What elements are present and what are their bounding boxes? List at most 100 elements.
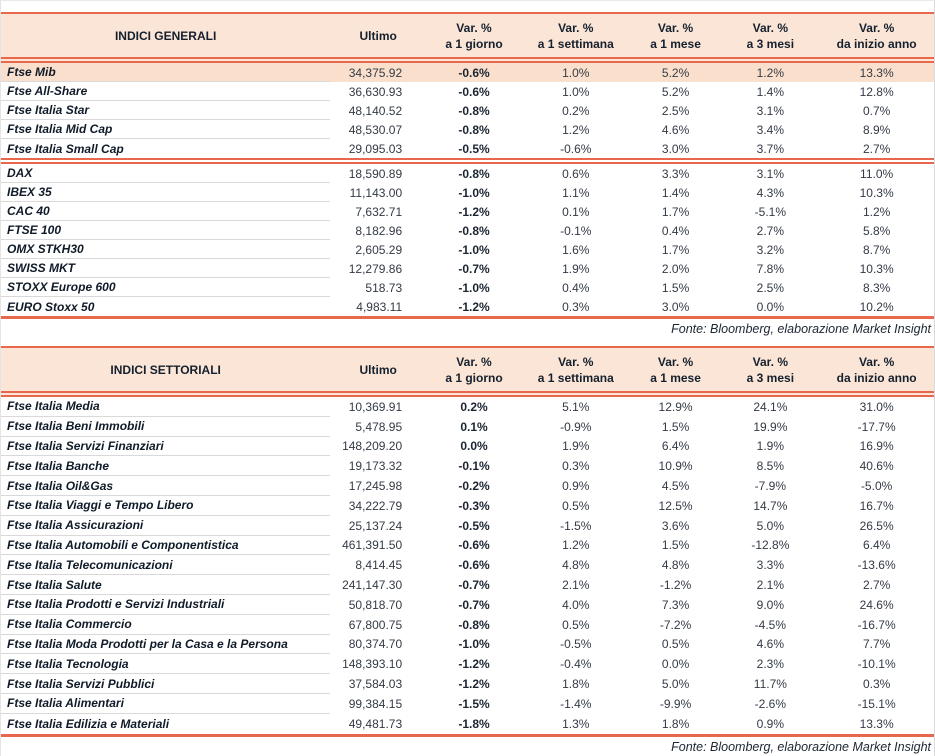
- var-3-mesi-cell: 19.9%: [753, 419, 788, 434]
- index-name-cell: IBEX 35: [1, 183, 331, 202]
- var-1-giorno-cell: -0.5%: [458, 518, 490, 533]
- var-1-settimana-cell: 0.4%: [562, 280, 590, 295]
- var-1-settimana-cell: 1.1%: [562, 185, 590, 200]
- var-1-mese-cell: 12.9%: [658, 399, 693, 414]
- var-1-mese-cell: -9.9%: [659, 696, 692, 711]
- ultimo-value-cell: 67,800.75: [348, 617, 403, 632]
- table-row: DAX 18,590.89 -0.8% 0.6% 3.3% 3.1% 11.0%: [1, 164, 934, 183]
- table-row: IBEX 35 11,143.00 -1.0% 1.1% 1.4% 4.3% 10.3%: [1, 183, 934, 202]
- var-1-giorno-cell: -0.6%: [458, 84, 490, 99]
- var-1-mese-cell: 3.3%: [661, 166, 690, 181]
- var-sublabel: a 1 mese: [650, 370, 701, 385]
- var-1-mese-cell: 2.5%: [661, 103, 690, 118]
- var-1-mese-cell: 5.0%: [661, 677, 690, 692]
- var-1-mese-cell: 10.9%: [658, 459, 693, 474]
- ultimo-value-cell: 11,143.00: [349, 185, 403, 200]
- var-inizio-anno-cell: 8.9%: [862, 122, 891, 137]
- var-1-giorno-cell: -0.6%: [458, 558, 490, 573]
- var-inizio-anno-cell: 1.2%: [862, 204, 891, 219]
- table-row: Ftse Italia Mid Cap 48,530.07 -0.8% 1.2% 4.6…: [1, 120, 934, 139]
- ultimo-value-cell: 8,414.45: [355, 558, 403, 573]
- var-1-settimana-cell: 1.9%: [562, 261, 590, 276]
- ultimo-value-cell: 29,095.03: [348, 141, 403, 156]
- var-1-mese-cell: 3.0%: [661, 299, 690, 314]
- var-1-settimana-cell: 1.0%: [562, 84, 590, 99]
- table-row: Ftse Italia Beni Immobili 5,478.95 0.1% -0.…: [1, 416, 934, 437]
- var-inizio-anno-cell: 13.3%: [859, 65, 894, 80]
- var-inizio-anno-cell: 40.6%: [859, 459, 894, 474]
- var-1-giorno-cell: -1.0%: [458, 637, 490, 652]
- var-inizio-anno-cell: 10.3%: [859, 185, 894, 200]
- index-name-cell: Ftse Italia Beni Immobili: [1, 417, 331, 437]
- var-inizio-anno-cell: 0.7%: [862, 103, 891, 118]
- table-title: INDICI SETTORIALI: [110, 362, 221, 377]
- ultimo-value-cell: 8,182.96: [355, 223, 403, 238]
- var-1-mese-cell: 4.8%: [661, 558, 690, 573]
- table-row: OMX STKH30 2,605.29 -1.0% 1.6% 1.7% 3.2% 8.7%: [1, 240, 934, 259]
- var-1-mese-cell: 0.4%: [661, 223, 690, 238]
- var-1-mese-cell: 1.8%: [661, 716, 690, 731]
- var-label: Var. %: [456, 354, 492, 369]
- ultimo-value-cell: 4,983.11: [356, 299, 403, 314]
- ultimo-value-cell: 10,369.91: [348, 399, 403, 414]
- var-3-mesi-cell: 11.7%: [753, 677, 787, 692]
- var-inizio-anno-cell: -15.1%: [857, 696, 896, 711]
- var-1-giorno-cell: 0.2%: [460, 399, 488, 414]
- table-row: Ftse Italia Small Cap 29,095.03 -0.5% -0.6%…: [1, 139, 934, 158]
- ultimo-value-cell: 148,209.20: [342, 439, 403, 454]
- var-inizio-anno-cell: -10.1%: [857, 657, 896, 672]
- index-name-cell: Ftse Italia Telecomunicazioni: [1, 555, 331, 576]
- source-note: Fonte: Bloomberg, elaborazione Market In…: [671, 739, 931, 754]
- index-name-cell: DAX: [1, 164, 331, 183]
- var-inizio-anno-cell: 7.7%: [862, 637, 891, 652]
- var-1-settimana-cell: 1.2%: [562, 122, 590, 137]
- table-row: Ftse Italia Oil&Gas 17,245.98 -0.2% 0.9% 4.5…: [1, 476, 934, 496]
- ultimo-value-cell: 18,590.89: [348, 166, 403, 181]
- var-3-mesi-cell: 2.3%: [756, 657, 785, 672]
- ultimo-value-cell: 148,393.10: [342, 657, 403, 672]
- table-row: STOXX Europe 600 518.73 -1.0% 0.4% 1.5% 2.5% 8…: [1, 278, 934, 297]
- table-title: INDICI GENERALI: [114, 28, 217, 43]
- var-inizio-anno-cell: 11.0%: [860, 166, 894, 181]
- var-inizio-anno-cell: 16.9%: [859, 439, 894, 454]
- ultimo-value-cell: 518.73: [365, 280, 403, 295]
- var-inizio-anno-cell: -5.0%: [860, 479, 893, 494]
- var-1-giorno-cell: -1.2%: [458, 299, 490, 314]
- var-sublabel: a 1 giorno: [445, 370, 503, 385]
- var-1-giorno-cell: 0.0%: [460, 439, 488, 454]
- var-3-mesi-cell: 4.3%: [756, 185, 785, 200]
- var-1-settimana-cell: 1.3%: [562, 716, 590, 731]
- var-3-mesi-cell: 1.2%: [756, 65, 785, 80]
- var-1-mese-cell: 7.3%: [661, 597, 690, 612]
- indici-settoriali-table: INDICI SETTORIALI Ultimo Var. % a 1 gior…: [1, 346, 934, 756]
- column-header-var-1-giorno: Var. % a 1 giorno: [426, 14, 522, 57]
- index-name-cell: Ftse Italia Assicurazioni: [1, 516, 331, 536]
- column-header-var-3-mesi: Var. % a 3 mesi: [721, 14, 819, 57]
- var-1-giorno-cell: -0.6%: [458, 538, 490, 553]
- table-bottom-rule: [1, 733, 934, 737]
- var-1-giorno-cell: -0.8%: [458, 223, 490, 238]
- var-3-mesi-cell: 5.0%: [756, 518, 785, 533]
- var-1-giorno-cell: -0.2%: [458, 479, 490, 494]
- var-inizio-anno-cell: 10.3%: [859, 261, 894, 276]
- indici-settoriali-header: INDICI SETTORIALI Ultimo Var. % a 1 gior…: [1, 348, 934, 391]
- var-1-giorno-cell: -0.8%: [458, 122, 490, 137]
- var-inizio-anno-cell: 13.3%: [859, 716, 894, 731]
- var-1-settimana-cell: -0.9%: [560, 419, 592, 434]
- column-header-ultimo: Ultimo: [359, 28, 397, 43]
- var-1-mese-cell: 2.0%: [661, 261, 690, 276]
- var-1-mese-cell: 1.7%: [661, 242, 690, 257]
- ultimo-value-cell: 34,222.79: [348, 498, 403, 513]
- var-label: Var. %: [456, 20, 492, 35]
- var-1-giorno-cell: -0.7%: [458, 578, 490, 593]
- var-1-settimana-cell: -0.5%: [560, 637, 592, 652]
- table-row: Ftse Italia Automobili e Componentistica…: [1, 535, 934, 556]
- table-bottom-rule: [1, 316, 934, 319]
- index-name-cell: OMX STKH30: [1, 240, 331, 259]
- index-name-cell: FTSE 100: [1, 221, 331, 240]
- index-name-cell: Ftse Italia Salute: [1, 575, 331, 595]
- var-inizio-anno-cell: -16.7%: [857, 617, 896, 632]
- var-1-settimana-cell: 1.6%: [562, 242, 590, 257]
- ultimo-value-cell: 48,140.52: [348, 103, 403, 118]
